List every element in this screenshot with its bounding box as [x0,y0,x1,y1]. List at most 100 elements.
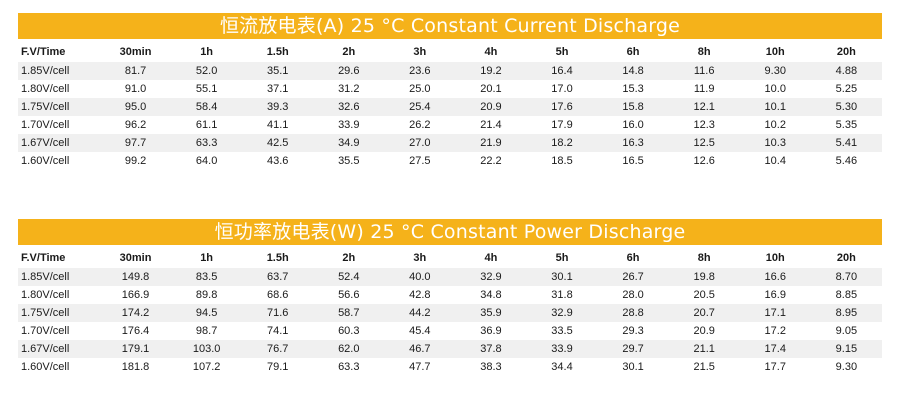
table-cell: 28.8 [597,304,669,322]
table-cell: 95.0 [100,98,172,116]
table-cell: 61.1 [195,119,218,131]
table-cell: 17.9 [551,119,573,131]
table-cell: 34.9 [313,134,385,152]
table-cell: 52.0 [171,62,243,80]
table-row: 1.75V/cell 95.0 58.4 39.3 32.6 25.4 20.9 17.6 15… [18,98,882,116]
table-cell: 21.4 [480,119,502,131]
table-row: 1.60V/cell 181.8 107.2 79.1 63.3 47.7 38.3 34.4… [18,358,882,376]
table-cell: 166.9 [121,289,150,301]
table-cell: 38.3 [480,361,502,373]
table-cell: 8.70 [810,268,882,286]
table-cell: 22.2 [480,155,502,167]
table-cell: 47.7 [409,361,431,373]
table-cell: 34.8 [480,289,502,301]
table-cell: 5.41 [810,134,882,152]
row-label-final-voltage: 1.70V/cell [21,119,70,131]
row-label-final-voltage: 1.85V/cell [18,62,100,80]
column-header-time: 5h [555,46,569,58]
table-cell: 21.9 [455,134,527,152]
row-label-final-voltage: 1.70V/cell [21,325,70,337]
table-cell: 63.3 [338,361,360,373]
table-row: 1.60V/cell 99.2 64.0 43.6 35.5 27.5 22.2 18.5 16… [18,152,882,170]
table-cell: 89.8 [195,289,218,301]
table-cell: 35.1 [242,62,314,80]
table-cell: 26.2 [409,119,431,131]
table-cell: 98.7 [195,325,218,337]
column-header-time: 3h [413,252,427,264]
column-header-time: 10h [765,46,785,58]
table-cell: 12.5 [668,134,740,152]
table-cell: 34.4 [551,361,573,373]
table-cell: 8.95 [810,304,882,322]
constant-current-table: F.V/Time 30min 1h 1.5h 2h 3h 4h 5h 6h 8h 10h 20h 1.… [18,42,882,170]
table-cell: 17.0 [551,83,573,95]
constant-power-section: 恒功率放电表(W) 25 °C Constant Power Discharge… [18,219,882,376]
row-label-final-voltage: 1.80V/cell [21,289,70,301]
table-cell: 20.1 [480,83,502,95]
table-cell: 33.9 [526,340,598,358]
table-row: 1.67V/cell 97.7 63.3 42.5 34.9 27.0 21.9 18.2 16… [18,134,882,152]
table-cell: 9.30 [739,62,811,80]
table-cell: 9.15 [810,340,882,358]
column-header-time: 2h [342,252,356,264]
column-header-time: 3h [413,46,427,58]
table-cell: 8.85 [835,289,858,301]
column-header-time: 5h [555,252,569,264]
table-cell: 74.1 [266,325,289,337]
table-cell: 15.8 [597,98,669,116]
table-cell: 5.25 [835,83,858,95]
table-cell: 17.1 [739,304,811,322]
constant-current-title: 恒流放电表(A) 25 °C Constant Current Discharg… [18,13,882,39]
table-cell: 5.30 [810,98,882,116]
table-cell: 16.5 [622,155,644,167]
table-cell: 33.9 [338,119,360,131]
table-cell: 4.88 [810,62,882,80]
column-header-time: 8h [697,46,711,58]
column-header-time: 30min [119,46,152,58]
table-row: 1.70V/cell 176.4 98.7 74.1 60.3 45.4 36.9 33.5 2… [18,322,882,340]
table-cell: 12.6 [693,155,715,167]
table-cell: 63.3 [171,134,243,152]
table-cell: 45.4 [409,325,431,337]
table-cell: 29.7 [597,340,669,358]
table-cell: 107.2 [192,361,221,373]
table-cell: 18.2 [526,134,598,152]
column-header-time: 8h [697,252,711,264]
table-cell: 32.9 [455,268,527,286]
constant-current-section: 恒流放电表(A) 25 °C Constant Current Discharg… [18,13,882,170]
table-cell: 181.8 [121,361,150,373]
table-cell: 11.9 [693,83,715,95]
row-label-final-voltage: 1.60V/cell [21,361,70,373]
table-cell: 37.1 [266,83,289,95]
table-cell: 16.3 [597,134,669,152]
table-cell: 99.2 [124,155,147,167]
column-header-final-voltage: F.V/Time [21,252,66,264]
table-cell: 28.0 [622,289,644,301]
table-cell: 20.5 [693,289,715,301]
table-cell: 20.7 [668,304,740,322]
table-row: 1.75V/cell 174.2 94.5 71.6 58.7 44.2 35.9 32.9 2… [18,304,882,322]
table-cell: 10.0 [764,83,786,95]
table-cell: 31.2 [338,83,360,95]
column-header-time: 20h [836,252,856,264]
table-cell: 96.2 [124,119,147,131]
table-cell: 26.7 [597,268,669,286]
table-cell: 30.1 [526,268,598,286]
column-header-time: 1.5h [266,252,289,264]
table-cell: 25.0 [409,83,431,95]
table-cell: 16.9 [764,289,786,301]
column-header-time: 20h [836,46,856,58]
table-cell: 17.6 [526,98,598,116]
table-cell: 29.3 [622,325,644,337]
table-cell: 31.8 [551,289,573,301]
table-cell: 12.3 [693,119,715,131]
row-label-final-voltage: 1.75V/cell [18,304,100,322]
table-cell: 56.6 [338,289,360,301]
table-cell: 42.8 [409,289,431,301]
row-label-final-voltage: 1.75V/cell [18,98,100,116]
table-cell: 176.4 [121,325,150,337]
table-row: 1.85V/cell 81.7 52.0 35.1 29.6 23.6 19.2 16.4 14… [18,62,882,80]
column-header-time: 10h [765,252,785,264]
table-cell: 149.8 [100,268,172,286]
table-cell: 43.6 [266,155,289,167]
